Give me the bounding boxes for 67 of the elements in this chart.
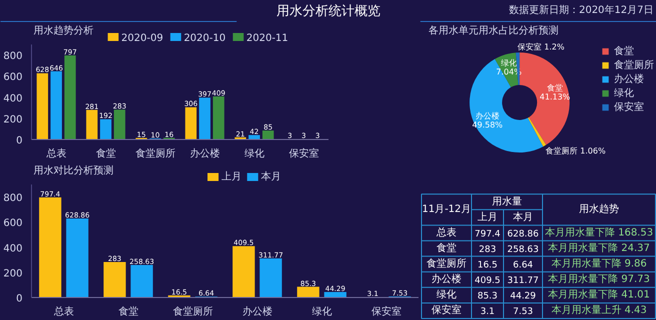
text: 绿化	[436, 288, 456, 301]
text: 本月用水量上升 4.43	[551, 304, 647, 316]
x-tick-label: 绿化	[244, 148, 264, 160]
text: 本月用水量下降 9.86	[551, 258, 647, 270]
x-tick-label: 食堂	[96, 148, 116, 160]
y-tick-label: 600	[3, 218, 23, 230]
text: 本月用水量下降 41.01	[548, 288, 650, 301]
text: 3.1	[480, 307, 495, 318]
legend-label: 食堂	[614, 44, 634, 58]
text: 6.64	[512, 260, 534, 271]
text: 11月-12月	[422, 204, 472, 216]
x-tick-label: 绿化	[312, 306, 332, 318]
text: 409.5	[474, 276, 500, 286]
chart-title: 用水趋势分析	[33, 24, 94, 36]
text: 食堂厕所	[426, 258, 466, 270]
data-label: 食堂厕所 1.06%	[546, 146, 606, 156]
text: 85.3	[477, 292, 498, 302]
y-tick-label: 200	[3, 114, 23, 126]
legend-label: 本月	[260, 170, 281, 182]
y-tick-label: 800	[3, 193, 23, 204]
legend-label: 2020-11	[246, 33, 288, 44]
legend-label: 保安室	[614, 100, 644, 114]
text: 总表	[436, 226, 456, 238]
text: 283	[478, 245, 496, 256]
text: 16.5	[477, 260, 498, 271]
x-tick-label: 食堂厕所	[135, 148, 176, 160]
data-label: 保安室 1.2%	[518, 42, 565, 52]
y-tick-label: 400	[3, 93, 23, 104]
text: 44.29	[510, 292, 536, 302]
text: 食堂	[436, 242, 456, 254]
y-tick-label: 0	[16, 294, 23, 304]
text: 797.4	[474, 229, 501, 240]
legend-label: 食堂厕所	[614, 58, 654, 72]
text: 7.53	[512, 307, 534, 318]
text: 用水分析统计概览	[276, 4, 380, 19]
legend-label: 上月	[221, 170, 242, 182]
x-tick-label: 食堂	[118, 306, 138, 318]
x-tick-label: 总表	[45, 148, 66, 160]
y-tick-label: 600	[3, 72, 23, 84]
chart-title: 用水对比分析预测	[33, 164, 114, 176]
x-tick-label: 办公楼	[242, 306, 272, 318]
text: 数据更新日期：2020年12月7日	[508, 4, 654, 16]
text: 本月用水量下降 97.73	[548, 273, 650, 286]
text: 258.63	[507, 245, 539, 256]
text: 628.86	[507, 229, 540, 240]
legend-label: 2020-10	[184, 33, 226, 44]
y-tick-label: 800	[3, 51, 23, 62]
text: 用水趋势	[579, 203, 619, 216]
legend-label: 绿化	[614, 87, 634, 100]
x-tick-label: 食堂厕所	[172, 306, 213, 318]
x-tick-label: 办公楼	[190, 148, 220, 160]
text: 311.77	[507, 276, 539, 286]
chart-title: 各用水单元用水占比分析预测	[428, 24, 558, 36]
y-tick-label: 200	[3, 268, 23, 280]
y-tick-label: 0	[16, 136, 23, 146]
text: 办公楼	[432, 273, 462, 286]
text: 用水量	[492, 195, 522, 208]
legend-label: 2020-09	[121, 33, 164, 44]
y-tick-label: 400	[3, 243, 23, 254]
text: 本月用水量下降 24.37	[548, 242, 650, 254]
x-tick-label: 保安室	[371, 306, 402, 318]
text: 上月	[478, 210, 498, 223]
x-tick-label: 总表	[52, 306, 74, 318]
text: 本月	[513, 210, 533, 223]
text: 本月用水量下降 168.53	[544, 226, 654, 238]
x-tick-label: 保安室	[288, 148, 319, 160]
legend-label: 办公楼	[614, 72, 644, 86]
